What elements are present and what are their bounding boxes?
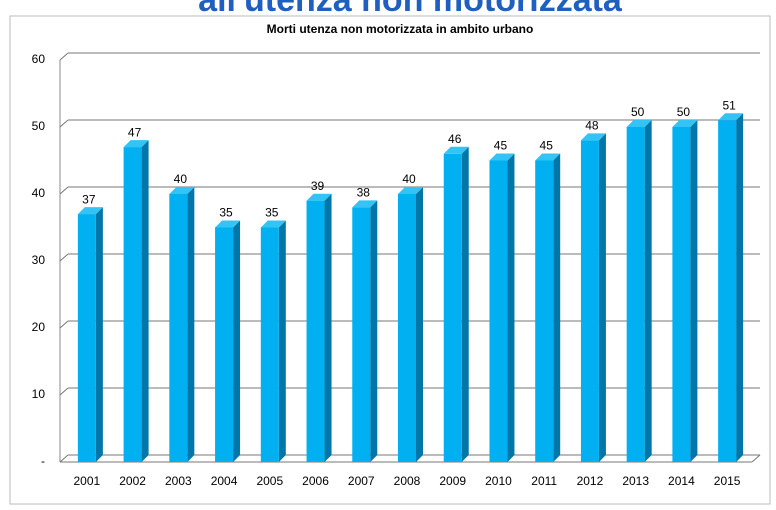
bar-side: [278, 220, 286, 462]
value-label: 48: [585, 119, 599, 133]
bar: [169, 194, 188, 462]
x-tick-label: 2009: [439, 474, 466, 488]
bar-side: [187, 187, 195, 462]
value-label: 50: [631, 105, 645, 119]
bar-top: [123, 140, 149, 148]
bar: [580, 140, 599, 462]
y-tick-label: 30: [32, 253, 46, 267]
grid-diag: [59, 52, 69, 61]
bar-side: [141, 140, 149, 462]
value-label: 46: [448, 132, 462, 146]
bar: [443, 153, 462, 463]
y-tick-label: 20: [32, 320, 46, 334]
x-tick-label: 2001: [74, 474, 101, 488]
bar-top: [535, 153, 561, 161]
grid-diag: [59, 387, 69, 396]
bar-side: [370, 200, 378, 462]
bar-side: [553, 153, 561, 462]
bar: [626, 127, 645, 462]
bar-side: [233, 220, 241, 462]
grid-diag: [59, 186, 69, 195]
bar-side: [507, 153, 515, 462]
value-label: 35: [265, 206, 279, 220]
bar-top: [306, 193, 332, 201]
value-label: 40: [174, 172, 188, 186]
bar-side: [644, 120, 652, 462]
value-label: 35: [219, 206, 233, 220]
bar: [215, 227, 234, 462]
x-tick-label: 2006: [302, 474, 329, 488]
bar-side: [598, 133, 606, 462]
bar: [260, 227, 279, 462]
grid-diag: [59, 320, 69, 329]
bar: [398, 194, 416, 462]
value-label: 45: [494, 139, 508, 153]
bar: [489, 160, 508, 462]
x-tick-label: 2003: [165, 474, 192, 488]
value-label: 39: [311, 179, 325, 193]
bar-top: [169, 187, 195, 194]
bar: [718, 120, 737, 463]
value-label: 47: [128, 125, 142, 139]
y-tick-label: -: [41, 454, 45, 468]
bar-top: [398, 187, 423, 194]
x-tick-label: 2008: [394, 474, 421, 488]
x-tick-label: 2007: [348, 474, 375, 488]
y-tick-label: 50: [32, 119, 46, 133]
value-label: 37: [82, 192, 96, 206]
value-label: 38: [357, 186, 371, 200]
floor-right: [751, 454, 761, 463]
bar: [123, 147, 142, 462]
page-title: all'utenza non motorizzata: [198, 0, 623, 19]
bar-top: [626, 120, 652, 127]
bar-side: [461, 146, 469, 463]
value-label: 40: [402, 172, 416, 186]
grid-diag: [59, 454, 69, 463]
bar-top: [489, 153, 515, 161]
x-tick-label: 2005: [256, 474, 283, 488]
grid-diag: [59, 119, 69, 128]
bar-side: [736, 113, 744, 463]
chart-title: Morti utenza non motorizzata in ambito u…: [267, 22, 534, 36]
x-tick-label: 2015: [714, 474, 741, 488]
bar-top: [718, 113, 744, 121]
bar-top: [580, 133, 606, 141]
bar: [352, 207, 371, 462]
x-tick-label: 2002: [119, 474, 146, 488]
value-label: 51: [722, 98, 736, 112]
bar-top: [215, 220, 241, 228]
x-tick-label: 2011: [531, 474, 557, 488]
bar: [77, 214, 96, 462]
x-tick-label: 2013: [622, 474, 649, 488]
x-tick-label: 2010: [485, 474, 512, 488]
bar-top: [352, 200, 378, 208]
bar-top: [672, 120, 698, 127]
bar: [672, 127, 691, 462]
x-tick-label: 2004: [211, 474, 238, 488]
bar-top: [443, 146, 469, 154]
value-label: 45: [540, 139, 554, 153]
y-tick-label: 10: [32, 387, 46, 401]
bar-side: [416, 187, 423, 462]
bar: [306, 200, 325, 462]
bar: [535, 160, 554, 462]
bar-side: [324, 193, 332, 462]
value-label: 50: [677, 105, 691, 119]
y-tick-label: 40: [32, 186, 46, 200]
x-tick-label: 2012: [577, 474, 604, 488]
bar-side: [690, 120, 698, 462]
x-tick-label: 2014: [668, 474, 695, 488]
grid-diag: [59, 253, 69, 262]
y-tick-label: 60: [32, 52, 46, 66]
bar-top: [260, 220, 286, 228]
bar-side: [95, 207, 103, 462]
bar-top: [77, 207, 103, 215]
